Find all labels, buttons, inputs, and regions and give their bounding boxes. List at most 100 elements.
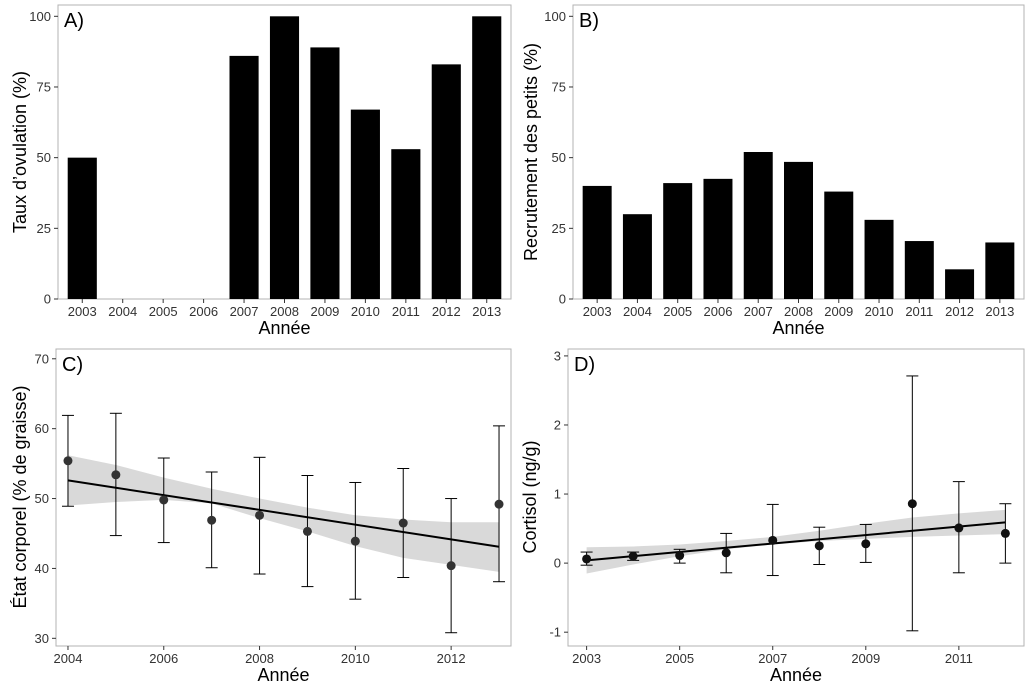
panel-a-bar-2008 xyxy=(269,16,300,300)
panel-b-xtick-label: 2004 xyxy=(623,304,652,319)
panel-d-xtick-label: 2011 xyxy=(945,651,973,666)
panel-b-xtick-label: 2011 xyxy=(905,304,933,319)
panel-c-xtick-label: 2012 xyxy=(437,651,466,666)
panel-c-point-2012 xyxy=(446,561,456,571)
panel-a-ytick-label: 25 xyxy=(37,221,51,236)
panel-c-point-2006 xyxy=(159,495,169,505)
panel-d-point-2006 xyxy=(721,548,731,558)
panel-b-bar-2010 xyxy=(864,219,894,299)
panel-b-bar-2005 xyxy=(663,183,693,299)
panel-d-ytick-label: 3 xyxy=(554,348,561,363)
panel-b: B) Année Recrutement des petits (%) 0 25 5… xyxy=(521,4,1025,338)
panel-b-xtick-label: 2010 xyxy=(865,304,894,319)
panel-d-point-2009 xyxy=(861,539,871,549)
panel-d-ytick-label: 1 xyxy=(554,487,561,502)
panel-d-xtick-label: 2009 xyxy=(851,651,880,666)
panel-c-ytick-label: 30 xyxy=(35,631,49,646)
panel-d-ytick-label: 0 xyxy=(554,556,561,571)
panel-b-xtick-label: 2013 xyxy=(985,304,1014,319)
panel-d-ytick-label: 2 xyxy=(554,417,561,432)
panel-c-ytick-label: 60 xyxy=(35,421,49,436)
panel-a-xtick-label: 2010 xyxy=(351,304,380,319)
panel-c-point-2010 xyxy=(350,536,360,546)
panel-b-bar-2009 xyxy=(824,191,854,299)
panel-c: C) Année État corporel (% de graisse) 30… xyxy=(10,348,512,685)
panel-c-point-2005 xyxy=(111,470,121,480)
panel-c-xtick-label: 2004 xyxy=(54,651,83,666)
panel-b-bar-2004 xyxy=(622,214,652,299)
panel-b-bar-2011 xyxy=(904,241,934,299)
panel-d-xtick-label: 2003 xyxy=(572,651,601,666)
panel-a-bar-2003 xyxy=(67,157,97,299)
panel-d-point-2004 xyxy=(628,551,638,561)
panel-c-ytick-label: 50 xyxy=(35,491,49,506)
panel-d-ytick-label: -1 xyxy=(549,625,561,640)
panel-b-tag: B) xyxy=(579,10,599,32)
panel-a-xtick-label: 2003 xyxy=(68,304,97,319)
panel-a-ytick-label: 75 xyxy=(37,79,51,94)
panel-d: D) Année Cortisol (ng/g) -1 0 1 2 3 2003 2005 2… xyxy=(520,348,1025,685)
panel-c-tag: C) xyxy=(62,354,83,376)
panel-c-ytick-label: 70 xyxy=(35,351,49,366)
panel-d-point-2008 xyxy=(814,541,824,551)
panel-b-xtick-label: 2012 xyxy=(945,304,974,319)
panel-b-xtick-label: 2006 xyxy=(704,304,733,319)
panel-a-xtick-label: 2011 xyxy=(392,304,420,319)
panel-b-xtick-label: 2009 xyxy=(824,304,853,319)
panel-b-ytick-label: 0 xyxy=(559,292,566,307)
panel-c-xtick-label: 2008 xyxy=(245,651,274,666)
panel-b-bar-2013 xyxy=(985,242,1015,299)
panel-d-xtick-label: 2005 xyxy=(665,651,694,666)
panel-c-regression-line xyxy=(67,479,500,548)
panel-a-xtick-label: 2007 xyxy=(230,304,259,319)
panel-d-ylabel: Cortisol (ng/g) xyxy=(520,440,540,553)
panel-a-ytick-label: 100 xyxy=(29,9,51,24)
panel-a-bar-2007 xyxy=(229,55,259,300)
panel-a-xtick-label: 2012 xyxy=(432,304,461,319)
panel-c-point-2009 xyxy=(302,526,312,536)
panel-c-point-2011 xyxy=(398,518,408,528)
panel-a-bar-2012 xyxy=(431,64,461,299)
panel-b-xtick-label: 2003 xyxy=(583,304,612,319)
panel-b-ytick-label: 50 xyxy=(552,150,566,165)
panel-c-ytick-label: 40 xyxy=(35,561,49,576)
panel-d-point-2007 xyxy=(768,535,778,545)
panel-d-xlabel: Année xyxy=(770,665,822,685)
panel-a-xtick-label: 2013 xyxy=(472,304,501,319)
panel-b-bar-2006 xyxy=(703,178,733,299)
panel-b-xtick-label: 2005 xyxy=(663,304,692,319)
panel-d-point-2010 xyxy=(907,499,917,509)
panel-a-bar-2013 xyxy=(472,16,502,300)
panel-c-xtick-label: 2010 xyxy=(341,651,370,666)
panel-d-point-2011 xyxy=(954,523,964,533)
panel-a-xtick-label: 2009 xyxy=(310,304,339,319)
panel-b-xlabel: Année xyxy=(772,318,824,338)
panel-b-ylabel: Recrutement des petits (%) xyxy=(521,43,541,261)
panel-b-bar-2012 xyxy=(945,269,975,299)
panel-c-ylabel: État corporel (% de graisse) xyxy=(10,385,30,608)
panel-c-xlabel: Année xyxy=(257,665,309,685)
panel-a-bar-2011 xyxy=(391,149,421,299)
panel-d-tag: D) xyxy=(574,354,595,376)
panel-a-xtick-label: 2005 xyxy=(149,304,178,319)
panel-b-xtick-label: 2008 xyxy=(784,304,813,319)
panel-a: A) Année Taux d’ovulation (%) 0 25 50 75 100… xyxy=(10,4,512,338)
panel-d-point-2012 xyxy=(1000,528,1010,538)
panel-a-xtick-label: 2008 xyxy=(270,304,299,319)
panel-a-xtick-label: 2004 xyxy=(108,304,137,319)
panel-d-xtick-label: 2007 xyxy=(758,651,787,666)
panel-c-point-2004 xyxy=(63,456,73,466)
panel-a-bar-2009 xyxy=(310,47,340,300)
panel-c-point-2007 xyxy=(207,515,217,525)
panel-b-ytick-label: 100 xyxy=(544,9,566,24)
panel-a-xtick-label: 2006 xyxy=(189,304,218,319)
panel-b-bar-2008 xyxy=(784,161,813,299)
panel-c-point-2013 xyxy=(494,499,504,509)
panel-a-ytick-label: 50 xyxy=(37,150,51,165)
panel-b-bar-2003 xyxy=(582,185,612,299)
panel-d-border xyxy=(567,348,1025,647)
panel-c-point-2008 xyxy=(255,510,265,520)
panel-c-xtick-label: 2006 xyxy=(149,651,178,666)
panel-a-xlabel: Année xyxy=(258,318,310,338)
